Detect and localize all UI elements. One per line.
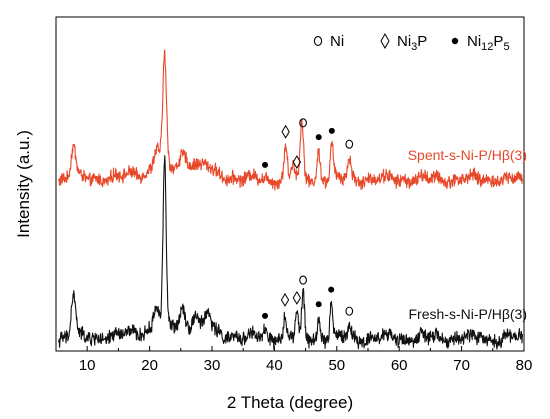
ni-marker (345, 139, 354, 149)
series-label-spent: Spent-s-Ni-P/Hβ(3) (408, 147, 527, 163)
series-label-fresh: Fresh-s-Ni-P/Hβ(3) (409, 306, 528, 322)
y-axis-title: Intensity (a.u.) (14, 130, 33, 238)
legend-label: Ni (330, 33, 344, 50)
ni12p5-marker (328, 286, 335, 293)
x-tick-label: 70 (453, 357, 470, 374)
axis-layer: 10 20 30 40 50 60 70 80 (55, 346, 533, 374)
x-tick-label: 60 (391, 357, 408, 374)
legend-label: Ni3P (397, 33, 427, 53)
x-tick-label: 10 (79, 357, 96, 374)
ni3p-marker (280, 292, 290, 307)
ni3p-marker (292, 155, 302, 170)
ni12p5-marker (262, 312, 269, 319)
series-line-spent (57, 49, 523, 191)
series-labels: Spent-s-Ni-P/Hβ(3) Fresh-s-Ni-P/Hβ(3) (408, 147, 527, 322)
x-tick-label: 30 (204, 357, 221, 374)
legend-ni-symbol (313, 36, 323, 46)
legend-label: Ni12P5 (467, 33, 510, 53)
x-tick-label: 50 (328, 357, 345, 374)
ni12p5-marker (315, 134, 322, 141)
ni3p-marker (281, 124, 290, 139)
ni-marker (299, 275, 307, 285)
x-tick-label: 80 (516, 357, 533, 374)
series-line-fresh (57, 155, 523, 350)
x-tick-label: 40 (266, 357, 283, 374)
ni-marker (299, 118, 307, 128)
series-layer (57, 49, 523, 350)
x-tick-label: 20 (141, 357, 158, 374)
ni3p-marker (292, 290, 302, 305)
ni12p5-marker (262, 161, 269, 168)
legend-ni12p5-symbol (451, 37, 459, 45)
legend-ni3p-symbol (380, 32, 390, 50)
marker-layer (262, 118, 354, 319)
x-axis-title: 2 Theta (degree) (227, 393, 353, 412)
ni12p5-marker (328, 127, 335, 134)
phase-legend: Ni Ni3P Ni12P5 (313, 32, 510, 53)
plot-frame (55, 16, 525, 352)
ni12p5-marker (315, 301, 322, 308)
ni-marker (345, 306, 354, 316)
